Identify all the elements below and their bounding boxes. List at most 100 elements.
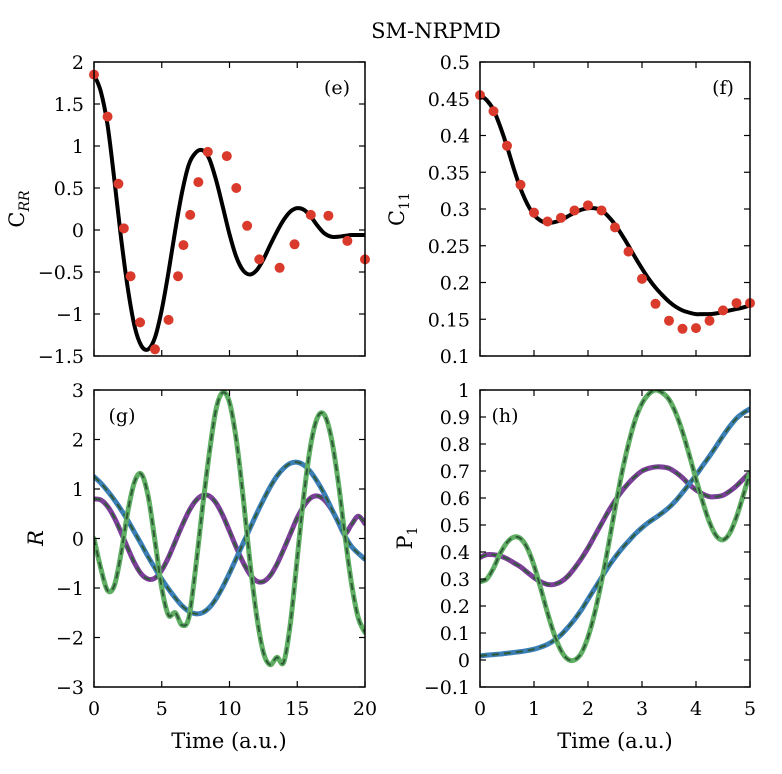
ytick-label-g-0: −3 [56, 677, 84, 699]
panel-f-ylabel-main: C [385, 210, 409, 226]
data-point-f-4 [529, 207, 539, 218]
data-point-e-14 [231, 183, 242, 193]
panel-h-ylabel-main: P [393, 535, 417, 549]
ytick-label-g-5: 2 [72, 430, 84, 452]
panel-f-ticks [479, 61, 751, 357]
series-line-h-green [480, 390, 750, 664]
xtick-label-g-2: 10 [217, 698, 241, 720]
panel-g-ylabel-main: R [24, 530, 48, 547]
ytick-label-e-7: 2 [72, 52, 84, 74]
ytick-label-f-4: 0.3 [440, 199, 470, 221]
panel-f-ylabel-sub: 11 [397, 192, 413, 210]
xtick-label-h-2: 2 [582, 698, 594, 720]
ytick-label-e-4: 0.5 [54, 178, 84, 200]
data-point-f-12 [637, 273, 647, 284]
panel-h-ticks [479, 389, 751, 688]
panel-e: −1.5 −1 −0.5 0 0.5 1 1.5 2 (e) CRR [5, 52, 370, 368]
panel-g-xlabel: Time (a.u.) [171, 729, 287, 753]
data-point-e-5 [135, 317, 146, 328]
ytick-label-e-2: −0.5 [38, 262, 84, 284]
data-point-f-15 [677, 323, 688, 334]
ytick-label-g-3: 0 [72, 529, 84, 551]
panel-g-frame [93, 389, 366, 688]
ytick-label-h-11: 1 [458, 380, 470, 402]
panel-f-label: (f) [712, 77, 734, 99]
xtick-label-h-3: 3 [636, 698, 648, 720]
data-point-f-18 [718, 305, 728, 316]
series-dash-g-green [94, 391, 365, 666]
data-point-f-16 [691, 323, 701, 334]
xtick-label-h-0: 0 [474, 698, 486, 720]
panel-g-lines [94, 390, 365, 668]
ytick-label-h-5: 0.4 [440, 542, 470, 564]
panel-f-frame [479, 61, 751, 357]
ytick-label-e-1: −1 [56, 304, 84, 326]
panel-e-ylabel-main: C [5, 212, 29, 228]
data-point-e-4 [125, 271, 136, 282]
data-point-e-1 [102, 111, 113, 122]
xtick-label-g-0: 0 [88, 698, 100, 720]
ytick-label-f-8: 0.5 [440, 52, 470, 74]
panel-e-markers [89, 69, 370, 355]
ytick-label-f-0: 0.1 [440, 346, 470, 368]
panel-e-ylabel-sub: RR [17, 190, 33, 213]
panel-h-label: (h) [491, 405, 518, 427]
xtick-label-h-4: 4 [690, 698, 702, 720]
ytick-label-h-7: 0.6 [440, 488, 470, 510]
xtick-label-h-5: 5 [744, 698, 756, 720]
series-dash-g-blue [94, 461, 365, 615]
figure-title: SM-NRPMD [371, 19, 501, 43]
ytick-label-e-6: 1.5 [54, 94, 84, 116]
panel-e-frame [93, 61, 366, 357]
data-point-e-17 [274, 262, 285, 273]
panel-g-ticks [93, 389, 366, 688]
ytick-label-e-5: 1 [72, 136, 84, 158]
data-point-f-14 [664, 315, 674, 326]
ytick-label-h-0: −0.1 [424, 677, 470, 699]
data-point-e-3 [118, 223, 129, 234]
ytick-label-h-4: 0.3 [440, 569, 470, 591]
data-point-e-7 [163, 314, 174, 325]
data-point-f-6 [556, 212, 566, 223]
ytick-label-e-3: 0 [72, 220, 84, 242]
panel-g-ylabel: R [24, 530, 48, 547]
data-point-e-15 [242, 220, 253, 231]
panel-f-tick-labels: 0.1 0.15 0.2 0.25 0.3 0.35 0.4 0.45 0.5 [428, 52, 470, 368]
ytick-label-h-3: 0.2 [440, 596, 470, 618]
panel-e-lines [94, 72, 365, 352]
ytick-label-f-2: 0.2 [440, 273, 470, 295]
panel-h-lines [480, 390, 750, 664]
xtick-label-g-4: 20 [353, 698, 377, 720]
panel-h-xlabel: Time (a.u.) [557, 729, 673, 753]
data-point-f-19 [731, 298, 742, 309]
ytick-label-f-1: 0.15 [428, 309, 470, 331]
panel-e-ticks [93, 61, 366, 357]
data-point-e-19 [305, 209, 316, 220]
panel-h-tick-labels: 0 1 2 3 4 5−0.100.10.20.30.40.50.60.70.80.91 [424, 380, 756, 720]
data-point-f-17 [704, 315, 715, 326]
panel-h-frame [479, 389, 751, 688]
panel-h: 0 1 2 3 4 5−0.100.10.20.30.40.50.60.70.80.91 … [393, 380, 756, 753]
ytick-label-h-9: 0.8 [440, 434, 470, 456]
data-point-e-21 [342, 235, 353, 246]
data-point-e-13 [221, 151, 232, 162]
series-line-h-blue [480, 406, 750, 659]
ytick-label-h-2: 0.1 [440, 623, 470, 645]
panel-f: 0.1 0.15 0.2 0.25 0.3 0.35 0.4 0.45 0.5 (f) C11 [385, 52, 755, 368]
ytick-label-f-5: 0.35 [428, 162, 470, 184]
panel-e-ylabel: CRR [5, 190, 33, 228]
ytick-label-g-2: −1 [56, 578, 84, 600]
series-line-e-exact [94, 72, 365, 352]
data-point-e-8 [173, 271, 184, 282]
ytick-label-f-6: 0.4 [440, 126, 470, 148]
data-point-e-18 [289, 239, 300, 250]
ytick-label-e-0: −1.5 [38, 346, 84, 368]
data-point-e-11 [193, 177, 204, 188]
data-point-e-10 [185, 209, 196, 220]
series-dash-h-blue [480, 408, 750, 657]
data-point-e-16 [254, 254, 265, 265]
data-point-e-6 [149, 344, 160, 355]
xtick-label-h-1: 1 [528, 698, 540, 720]
xtick-label-g-3: 15 [285, 698, 309, 720]
